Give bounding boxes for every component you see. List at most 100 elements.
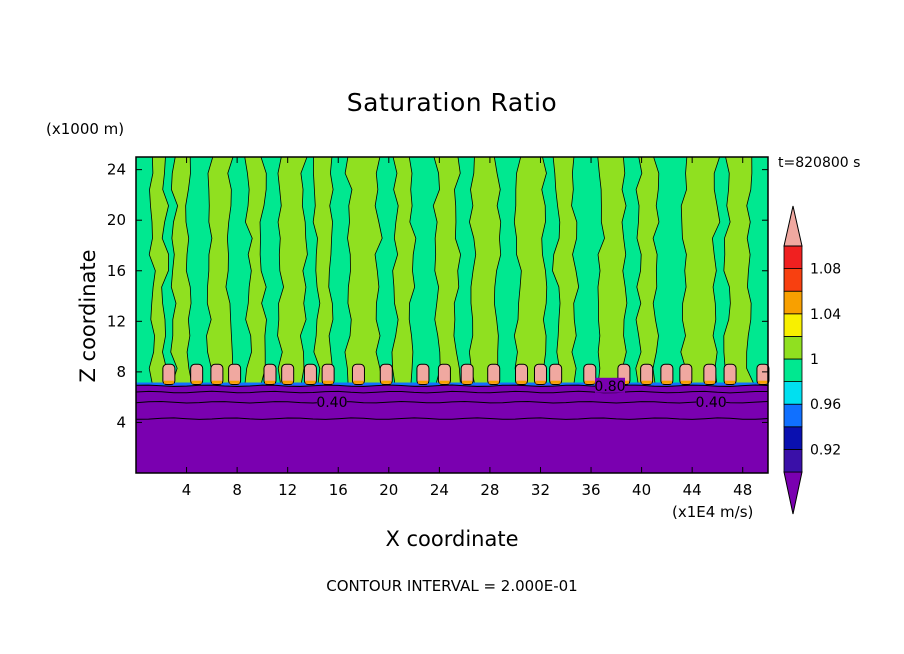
contour-label-bg bbox=[696, 394, 727, 410]
colorbar-tick-label: 1.04 bbox=[810, 307, 841, 323]
saturated-cell bbox=[379, 363, 393, 386]
saturated-cell bbox=[263, 363, 277, 386]
colorbar-segment bbox=[783, 448, 803, 473]
saturated-cell bbox=[679, 363, 693, 386]
contour-label-bg bbox=[316, 394, 347, 410]
saturated-cell bbox=[437, 363, 451, 386]
cell-base bbox=[264, 380, 275, 384]
x-tick-label: 4 bbox=[182, 481, 192, 499]
x-unit-label: (x1E4 m/s) bbox=[672, 503, 754, 521]
cell-base bbox=[462, 380, 473, 384]
cell-base bbox=[323, 380, 334, 384]
saturated-cell bbox=[351, 363, 365, 386]
x-tick-label: 32 bbox=[531, 481, 550, 499]
cell-base bbox=[163, 380, 174, 384]
lime-band bbox=[468, 156, 502, 385]
saturated-cell bbox=[549, 363, 563, 386]
y-tick-label: 8 bbox=[116, 363, 126, 381]
x-tick-label: 40 bbox=[632, 481, 651, 499]
x-tick-label: 44 bbox=[683, 481, 702, 499]
colorbar-top-arrow bbox=[783, 205, 803, 247]
colorbar-segment bbox=[783, 358, 803, 383]
colorbar-segment bbox=[783, 335, 803, 360]
saturated-cell bbox=[723, 363, 737, 386]
colorbar-segment bbox=[783, 381, 803, 405]
saturated-cell bbox=[162, 363, 176, 386]
contour-label: 0.40 bbox=[696, 395, 727, 411]
cell-base bbox=[641, 380, 652, 384]
saturated-cell bbox=[640, 363, 654, 386]
cell-base bbox=[661, 380, 672, 384]
saturated-cell bbox=[460, 363, 474, 386]
x-tick-label: 24 bbox=[430, 481, 449, 499]
cell-base bbox=[381, 380, 392, 384]
colorbar-segment bbox=[783, 268, 803, 292]
colorbar-tick-label: 0.96 bbox=[810, 397, 841, 413]
contour-label: 0.40 bbox=[316, 395, 347, 411]
colorbar-bottom-arrow bbox=[783, 471, 803, 515]
colorbar-segment bbox=[783, 290, 803, 315]
x-tick-label: 28 bbox=[480, 481, 499, 499]
x-tick-label: 12 bbox=[278, 481, 297, 499]
colorbar-tick-label: 0.92 bbox=[810, 442, 841, 458]
cell-base bbox=[516, 380, 527, 384]
z-unit-label: (x1000 m) bbox=[46, 120, 125, 138]
y-tick-label: 16 bbox=[107, 262, 126, 280]
cell-base bbox=[417, 380, 428, 384]
x-axis-label: X coordinate bbox=[385, 527, 519, 551]
cell-base bbox=[439, 380, 450, 384]
colorbar-tick-label: 1.08 bbox=[810, 262, 841, 278]
colorbar-tick-label: 1 bbox=[810, 352, 819, 368]
contour-line bbox=[135, 390, 768, 394]
cell-base bbox=[282, 380, 293, 384]
saturated-cell bbox=[281, 363, 295, 386]
cell-base bbox=[191, 380, 202, 384]
saturated-cell bbox=[190, 363, 204, 386]
cell-base bbox=[535, 380, 546, 384]
lime-band bbox=[680, 156, 721, 385]
cell-base bbox=[211, 380, 222, 384]
y-tick-label: 4 bbox=[116, 413, 126, 431]
cloud-base-band bbox=[136, 382, 768, 386]
saturated-cell bbox=[416, 363, 430, 386]
cell-base bbox=[680, 380, 691, 384]
cell-base bbox=[488, 380, 499, 384]
colorbar-segment bbox=[783, 313, 803, 337]
contour-line bbox=[135, 417, 769, 420]
contour-label: 0.80 bbox=[594, 379, 625, 395]
cell-base bbox=[305, 380, 316, 384]
contour-line bbox=[135, 400, 769, 404]
y-tick-label: 24 bbox=[107, 161, 126, 179]
lime-band bbox=[597, 156, 628, 385]
time-label: t=820800 s bbox=[778, 155, 861, 171]
lime-band bbox=[277, 156, 308, 385]
cell-base bbox=[353, 380, 364, 384]
plot-frame bbox=[135, 156, 769, 474]
lower-region bbox=[136, 384, 768, 473]
cell-base bbox=[725, 380, 736, 384]
colorbar-segment bbox=[783, 403, 803, 428]
colorbar-segment bbox=[783, 245, 803, 270]
cell-base bbox=[550, 380, 561, 384]
cell-base bbox=[704, 380, 715, 384]
cell-base bbox=[757, 380, 768, 384]
saturated-cell bbox=[533, 363, 547, 386]
x-tick-label: 16 bbox=[329, 481, 348, 499]
saturated-cell bbox=[515, 363, 529, 386]
contour-label-bg bbox=[595, 377, 625, 393]
saturated-cell bbox=[210, 363, 224, 386]
chart-title: Saturation Ratio bbox=[346, 88, 558, 117]
y-tick-label: 12 bbox=[107, 312, 126, 330]
saturated-cell bbox=[228, 363, 242, 386]
cell-base bbox=[584, 380, 595, 384]
x-tick-label: 8 bbox=[232, 481, 242, 499]
x-tick-label: 36 bbox=[581, 481, 600, 499]
saturated-cell bbox=[487, 363, 501, 386]
saturated-cell bbox=[303, 363, 317, 386]
colorbar-segment bbox=[783, 426, 803, 450]
saturated-cell bbox=[756, 363, 770, 386]
saturated-cell bbox=[703, 363, 717, 386]
saturated-cell bbox=[321, 363, 335, 386]
x-tick-label: 20 bbox=[379, 481, 398, 499]
